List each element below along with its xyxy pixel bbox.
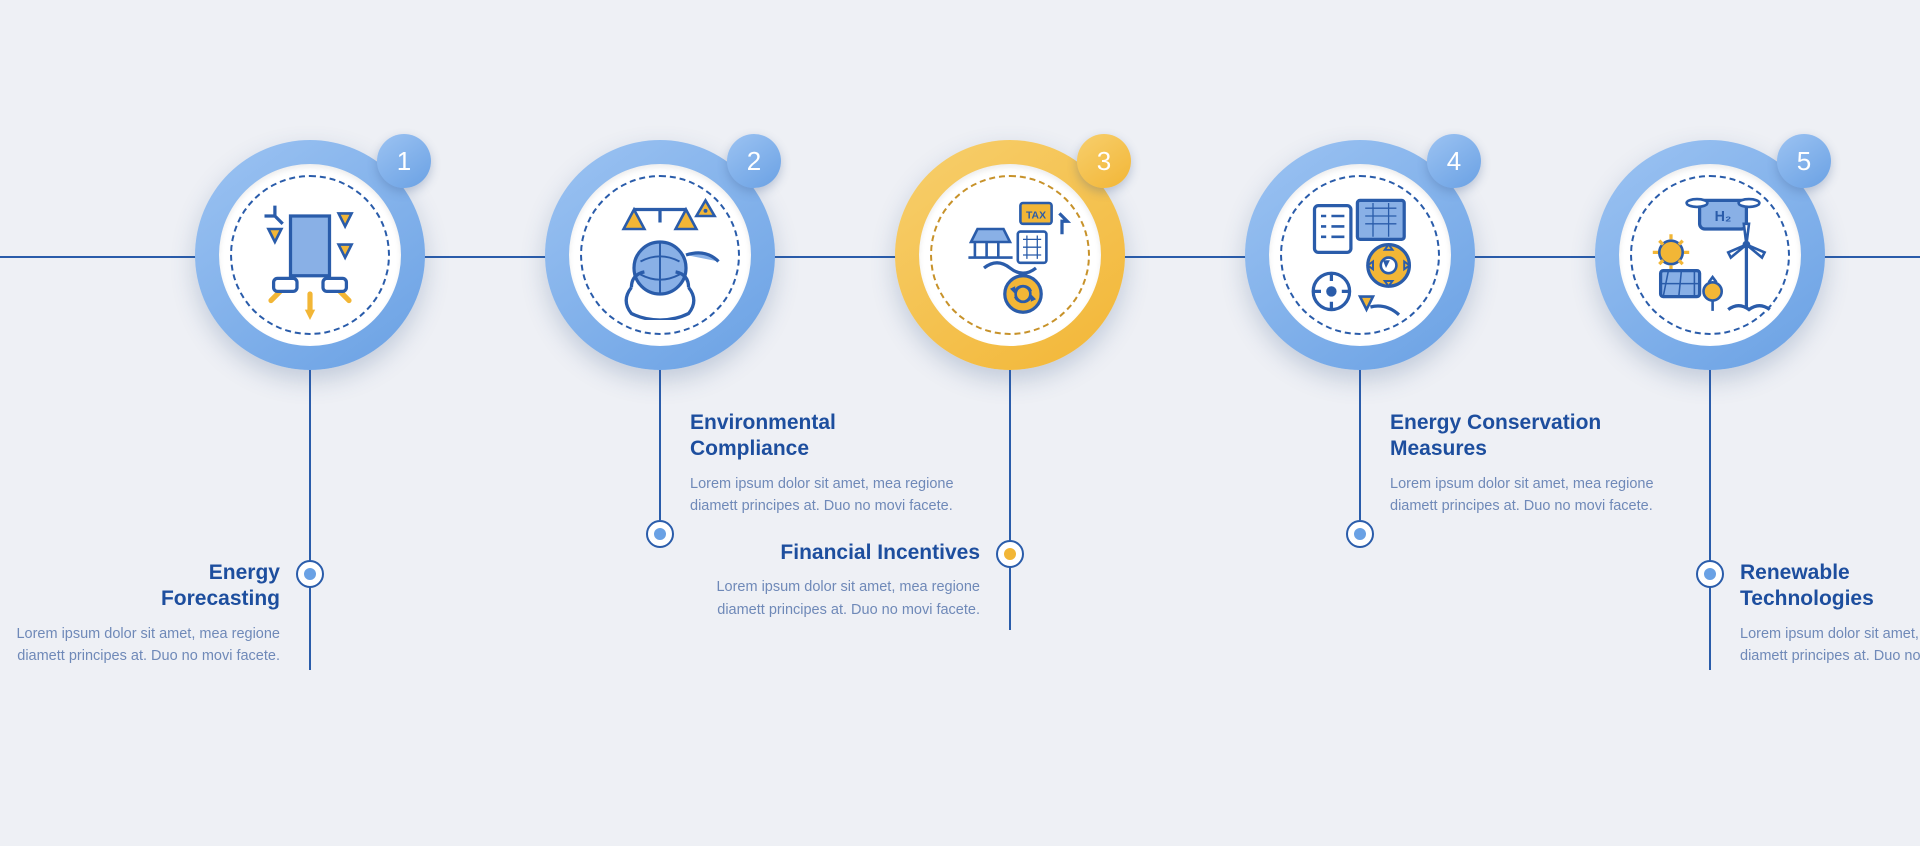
step-connector-dot [1696,560,1724,588]
step-description: Lorem ipsum dolor sit amet, mea regione … [670,576,980,621]
step-ring: 5 [1595,140,1825,370]
step-connector-dot [296,560,324,588]
step-text: EnergyForecasting Lorem ipsum dolor sit a… [0,560,280,667]
step-ring: 4 [1245,140,1475,370]
step-number-badge: 5 [1777,134,1831,188]
infographic-step-5: 5RenewableTechnologiesLorem ipsum dolor … [1535,140,1885,790]
step-connector-line [1359,370,1361,520]
step-title: RenewableTechnologies [1740,560,1920,613]
step-title: EnergyForecasting [0,560,280,613]
step-text: RenewableTechnologies Lorem ipsum dolor s… [1740,560,1920,667]
step-description: Lorem ipsum dolor sit amet, mea regione … [1740,623,1920,668]
step-connector-line [1709,370,1711,670]
step-text: Financial Incentives Lorem ipsum dolor si… [670,540,980,621]
step-title: Financial Incentives [670,540,980,566]
step-ring: 3 [895,140,1125,370]
step-connector-line [1009,370,1011,630]
step-number-badge: 3 [1077,134,1131,188]
step-connector-line [309,370,311,670]
step-number-badge: 1 [377,134,431,188]
infographic-canvas: 1 EnergyForecasting Lorem ipsum dolor sit … [0,0,1920,846]
step-number-badge: 2 [727,134,781,188]
step-ring: 1 [195,140,425,370]
infographic-step-3: 3Financial IncentivesLorem ipsum dolor s… [835,140,1185,790]
step-ring: 2 [545,140,775,370]
infographic-step-1: 1EnergyForecastingLorem ipsum dolor sit … [135,140,485,790]
step-connector-line [659,370,661,520]
step-connector-dot [1346,520,1374,548]
step-description: Lorem ipsum dolor sit amet, mea regione … [0,623,280,668]
step-connector-dot [996,540,1024,568]
infographic-step-4: 4Energy ConservationMeasuresLorem ipsum … [1185,140,1535,790]
infographic-step-2: 2EnvironmentalComplianceLorem ipsum dolo… [485,140,835,790]
step-number-badge: 4 [1427,134,1481,188]
